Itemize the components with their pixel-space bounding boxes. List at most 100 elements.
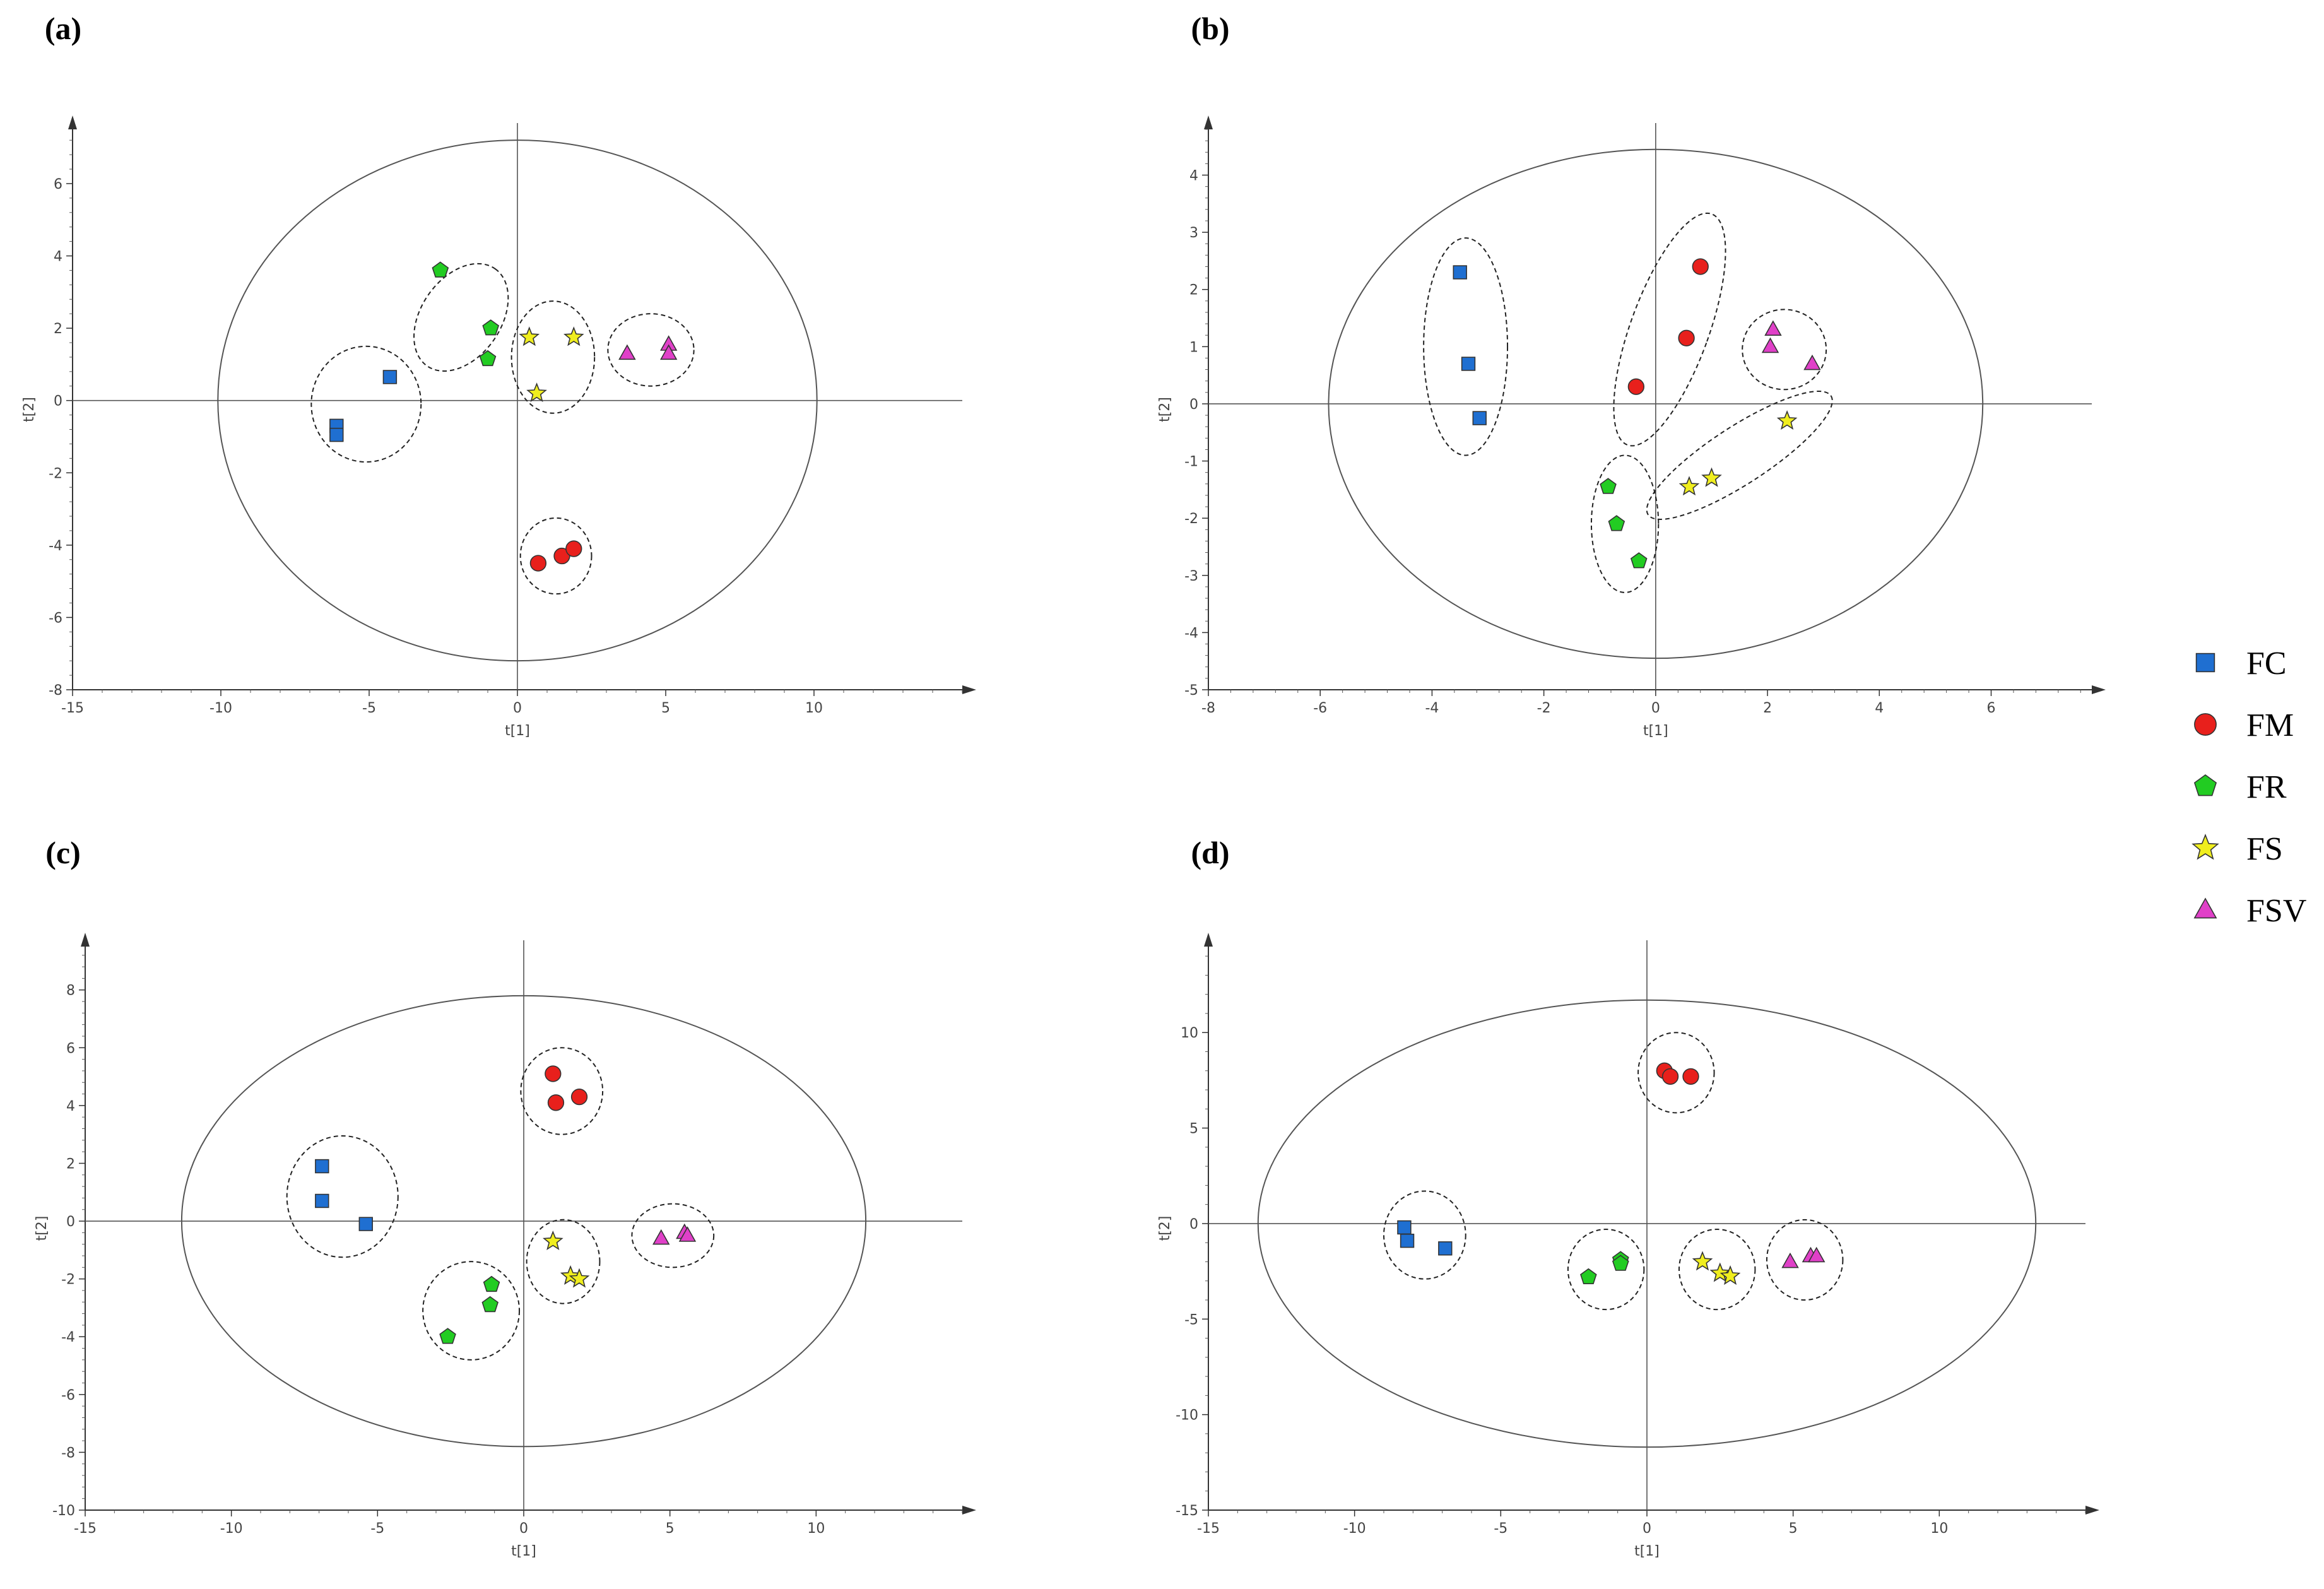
cluster-ellipse <box>526 1219 601 1304</box>
y-tick-label: 2 <box>1189 283 1198 298</box>
x-tick-label: 5 <box>661 700 670 716</box>
point-fsv <box>678 1226 697 1242</box>
point-fr <box>1612 1255 1629 1271</box>
point-fs <box>519 326 540 346</box>
cluster-ellipse <box>519 517 593 595</box>
x-tick-label: 0 <box>519 1521 528 1537</box>
cluster-ellipse <box>1766 1219 1844 1301</box>
y-axis-title: t[2] <box>34 1216 50 1241</box>
y-tick-label: 4 <box>54 249 62 265</box>
y-tick-label: 2 <box>54 321 62 337</box>
legend: FC FM FR FS FSV <box>2191 646 2306 929</box>
point-fsv <box>652 1229 670 1245</box>
point-fs <box>543 1231 563 1250</box>
point-fsv <box>1781 1252 1799 1268</box>
y-tick-label: 6 <box>66 1041 75 1056</box>
x-tick-label: -5 <box>362 700 376 716</box>
y-tick-label: -8 <box>61 1445 75 1461</box>
point-fc <box>315 1159 329 1174</box>
y-tick-label: -1 <box>1184 454 1198 470</box>
x-axis-title: t[1] <box>511 1544 536 1559</box>
y-axis-title: t[2] <box>1157 397 1173 422</box>
y-tick-label: -10 <box>52 1503 75 1519</box>
cluster-ellipse <box>1567 1229 1645 1311</box>
y-tick-label: -6 <box>49 610 62 626</box>
point-fs <box>526 382 547 403</box>
x-axis-title: t[1] <box>1634 1544 1660 1559</box>
x-tick-label: -15 <box>1197 1521 1220 1537</box>
cluster-ellipse <box>413 263 509 372</box>
point-fsv <box>1803 354 1821 370</box>
cluster-ellipse <box>520 1047 604 1135</box>
cluster-ellipse <box>510 300 596 414</box>
y-axis-arrow <box>1204 115 1213 129</box>
point-fc <box>1472 411 1487 425</box>
y-axis-arrow <box>1204 933 1213 947</box>
x-tick-label: -4 <box>1425 700 1439 716</box>
y-tick-label: 0 <box>54 394 62 410</box>
x-axis-arrow <box>2092 685 2106 694</box>
point-fm <box>529 555 547 572</box>
x-axis-title: t[1] <box>505 723 530 739</box>
cluster-ellipse <box>310 345 422 463</box>
y-tick-label: -4 <box>61 1330 75 1345</box>
point-fr <box>432 261 449 278</box>
point-fs <box>1692 1251 1713 1271</box>
hotelling-ellipse <box>217 139 818 662</box>
x-tick-label: -15 <box>61 700 84 716</box>
y-tick-label: -10 <box>1176 1408 1198 1424</box>
legend-marker-fs <box>2191 834 2219 860</box>
cluster-ellipse <box>1423 237 1509 456</box>
point-fr <box>481 1296 499 1313</box>
panel-label: (a) <box>45 11 81 46</box>
y-tick-label: 4 <box>1189 168 1198 184</box>
point-fs <box>1678 476 1700 496</box>
panel-b: (b) -8 -6 -4 -2 0 2 4 6 -5 -4 -3 -2 -1 0 1 2 3 4 t[1] t[2] <box>1157 11 2106 739</box>
point-fc <box>1400 1233 1415 1248</box>
y-tick-label: -2 <box>1184 511 1198 527</box>
point-fr <box>482 319 500 336</box>
hotelling-ellipse <box>180 995 867 1448</box>
y-tick-label: -2 <box>49 466 62 481</box>
point-fsv <box>1761 337 1779 353</box>
cluster-ellipse <box>607 313 695 387</box>
x-tick-label: -10 <box>209 700 232 716</box>
point-fm <box>1661 1068 1679 1085</box>
point-fr <box>439 1328 456 1344</box>
point-fs <box>1719 1265 1741 1285</box>
cluster-ellipse <box>1383 1190 1466 1280</box>
legend-marker-fsv <box>2193 897 2217 919</box>
y-tick-label: 2 <box>66 1156 75 1172</box>
hotelling-ellipse <box>1328 148 1984 659</box>
legend-marker-fc <box>2195 653 2215 673</box>
legend-label-fs: FS <box>2246 831 2283 867</box>
point-fc <box>1438 1241 1453 1256</box>
y-tick-label: 0 <box>1189 1217 1198 1232</box>
y-tick-label: -4 <box>49 538 62 554</box>
y-tick-label: -8 <box>49 683 62 699</box>
point-fm <box>545 1065 562 1082</box>
point-fsv <box>1764 320 1782 336</box>
cluster-ellipse <box>1590 454 1660 593</box>
x-tick-label: -8 <box>1201 700 1215 716</box>
x-tick-label: 6 <box>1987 700 1996 716</box>
legend-marker-fr <box>2193 774 2217 796</box>
x-tick-label: 0 <box>513 700 522 716</box>
point-fsv <box>618 344 636 360</box>
point-fs <box>560 1265 581 1285</box>
point-fm <box>565 540 582 557</box>
point-fc <box>382 370 398 384</box>
y-tick-label: -4 <box>1184 625 1198 641</box>
y-tick-label: -6 <box>61 1388 75 1403</box>
y-tick-label: 0 <box>66 1214 75 1230</box>
legend-label-fr: FR <box>2246 769 2287 805</box>
y-tick-label: 10 <box>1181 1025 1198 1041</box>
panel-label: (c) <box>45 835 81 870</box>
y-tick-label: 5 <box>1189 1121 1198 1137</box>
y-tick-label: -5 <box>1184 683 1198 699</box>
x-tick-label: -10 <box>220 1521 243 1537</box>
point-fs <box>569 1268 590 1288</box>
legend-label-fsv: FSV <box>2246 893 2306 929</box>
cluster-ellipse <box>1646 391 1833 520</box>
